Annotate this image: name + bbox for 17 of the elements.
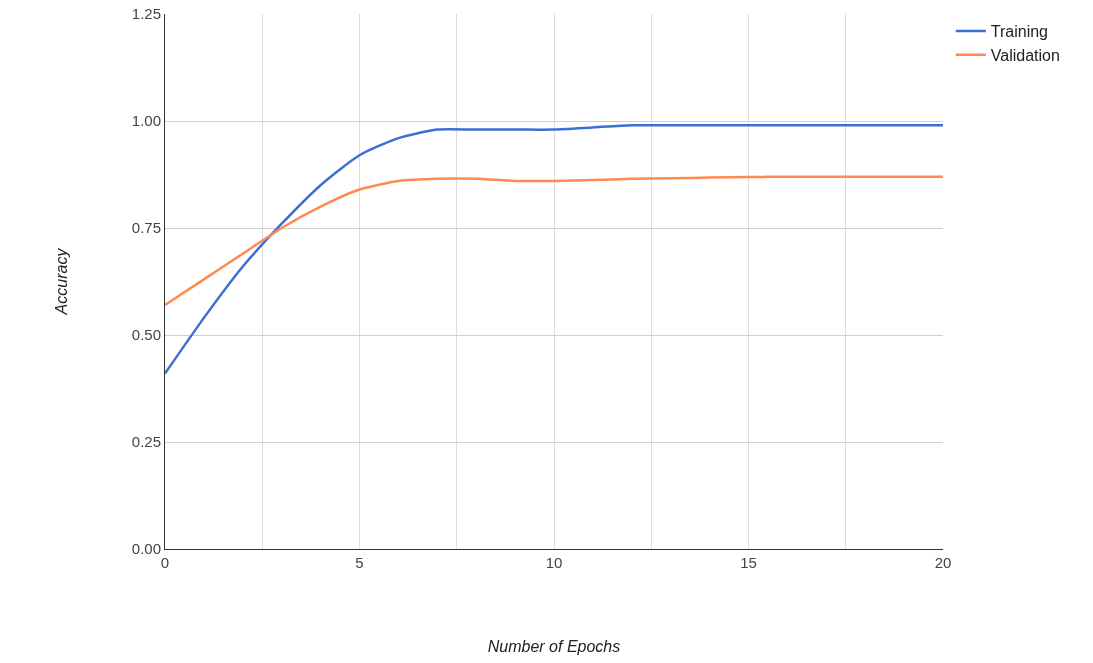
- legend-label: Training: [990, 23, 1048, 41]
- y-tick-label: 0.00: [131, 540, 161, 558]
- y-tick-label: 1.00: [131, 112, 161, 130]
- x-tick-label: 0: [160, 554, 170, 571]
- y-axis-title: Accuracy: [52, 247, 70, 316]
- x-tick-label: 20: [934, 554, 952, 571]
- y-tick-label: 0.25: [131, 433, 161, 451]
- y-tick-label: 0.75: [131, 219, 161, 237]
- line-series: [165, 123, 943, 375]
- y-tick-label: 1.25: [131, 5, 161, 23]
- line-series: [165, 175, 943, 307]
- y-tick-label: 0.50: [131, 326, 161, 344]
- x-tick-label: 10: [545, 554, 563, 571]
- legend-label: Validation: [990, 46, 1060, 64]
- x-axis-title: Number of Epochs: [487, 637, 621, 655]
- x-tick-label: 15: [740, 554, 757, 571]
- x-tick-label: 5: [355, 554, 364, 571]
